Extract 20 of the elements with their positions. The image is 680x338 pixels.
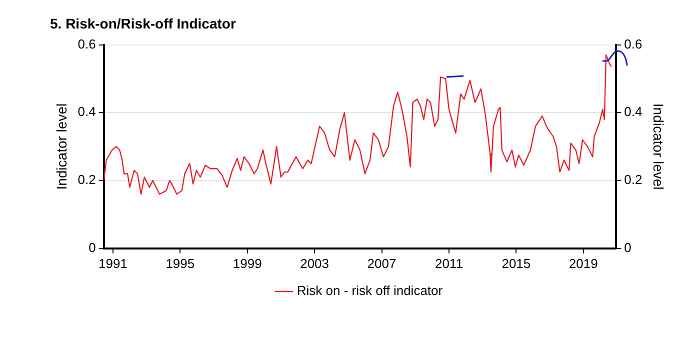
legend-label: Risk on - risk off indicator <box>296 283 444 298</box>
y2-tick-label: 0 <box>624 240 632 255</box>
x-tick-label: 2011 <box>434 256 463 271</box>
y-tick-label: 0 <box>88 240 96 255</box>
chart-title: 5. Risk-on/Risk-off Indicator <box>50 15 236 32</box>
x-tick-label: 2019 <box>568 256 598 271</box>
x-tick-label: 1995 <box>166 256 195 271</box>
x-tick-label: 2007 <box>367 256 396 271</box>
y-axis-title: Indicator level <box>53 103 70 190</box>
y2-tick-label: 0.2 <box>624 172 642 188</box>
y-tick-label: 0.6 <box>78 36 96 52</box>
x-tick-label: 1999 <box>232 256 262 271</box>
x-tick-label: 1991 <box>98 256 128 271</box>
y-tick-label: 0.4 <box>78 104 96 120</box>
y2-tick-label: 0.4 <box>624 104 642 120</box>
x-tick-label: 2003 <box>300 256 330 271</box>
y2-axis-title: Indicator level <box>650 103 667 190</box>
x-tick-label: 2015 <box>502 256 531 271</box>
y-tick-label: 0.2 <box>78 172 96 188</box>
y2-tick-label: 0.6 <box>624 36 642 52</box>
